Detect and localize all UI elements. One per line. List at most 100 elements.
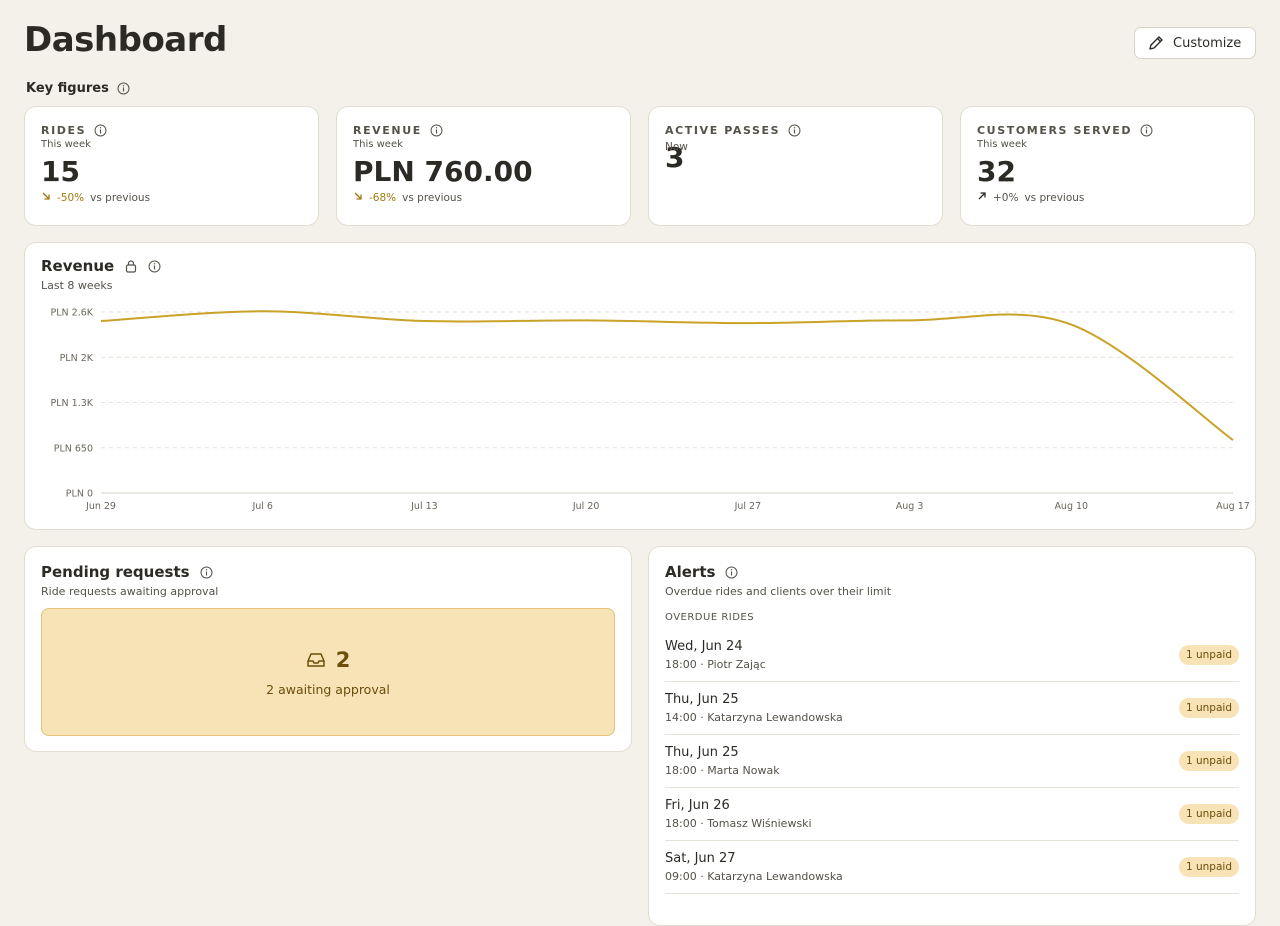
alert-detail: 09:00 · Katarzyna Lewandowska bbox=[665, 870, 843, 883]
card-label: CUSTOMERS SERVED bbox=[977, 123, 1133, 137]
trend-arrow bbox=[977, 191, 987, 204]
alert-badge: 1 unpaid bbox=[1178, 645, 1239, 665]
arrow-down bbox=[354, 192, 362, 200]
x-tick-label: Jul 20 bbox=[572, 501, 600, 512]
card-value: 15 bbox=[41, 155, 80, 188]
alert-info: Thu, Jun 25 14:00 · Katarzyna Lewandowska bbox=[665, 692, 843, 724]
alert-info: Sat, Jun 27 09:00 · Katarzyna Lewandowska bbox=[665, 851, 843, 883]
y-tick-label: PLN 2K bbox=[60, 353, 94, 364]
card-subtitle: Overdue rides and clients over their lim… bbox=[665, 585, 892, 598]
info-icon bbox=[725, 566, 738, 579]
card-change: -50% vs previous bbox=[41, 191, 302, 204]
x-tick-label: Jul 13 bbox=[410, 501, 438, 512]
alert-row: Thu, Jun 25 18:00 · Marta Nowak 1 unpaid bbox=[665, 735, 1239, 788]
change-note: vs previous bbox=[1024, 191, 1085, 204]
x-tick-label: Aug 17 bbox=[1216, 501, 1250, 512]
y-tick-label: PLN 1.3K bbox=[51, 398, 94, 409]
revenue-card: Revenue Last 8 weeks PLN 0 PLN 650 PLN 1.3… bbox=[24, 242, 1256, 530]
pending-count-row: 2 bbox=[306, 647, 351, 672]
key-figure-card: REVENUE This week PLN 760.00 -68% vs previou… bbox=[336, 106, 631, 226]
card-period: This week bbox=[977, 139, 1027, 150]
alert-row: Wed, Jun 24 18:00 · Piotr Zając 1 unpaid bbox=[665, 629, 1239, 682]
card-label: RIDES bbox=[41, 123, 87, 137]
alert-detail: 18:00 · Marta Nowak bbox=[665, 764, 780, 777]
card-change: -68% vs previous bbox=[353, 191, 614, 204]
info-icon bbox=[148, 260, 161, 273]
card-label: ACTIVE PASSES bbox=[665, 123, 781, 137]
alert-row: Fri, Jun 26 18:00 · Tomasz Wiśniewski 1 un… bbox=[665, 788, 1239, 841]
section-label: OVERDUE RIDES bbox=[665, 612, 755, 623]
card-subtitle: Ride requests awaiting approval bbox=[41, 585, 219, 598]
card-title: Revenue bbox=[41, 257, 115, 275]
card-header: Revenue bbox=[41, 257, 161, 275]
customize-button[interactable]: Customize bbox=[1134, 27, 1256, 59]
card-label-row: ACTIVE PASSES bbox=[665, 121, 926, 139]
trend-arrow bbox=[41, 191, 51, 204]
alert-detail: 18:00 · Piotr Zając bbox=[665, 658, 766, 671]
card-label-row: CUSTOMERS SERVED bbox=[977, 121, 1238, 139]
arrow-up bbox=[978, 192, 986, 200]
info-glyph bbox=[788, 124, 801, 136]
change-note: vs previous bbox=[90, 191, 151, 204]
card-title: Alerts bbox=[665, 563, 716, 581]
alert-detail: 14:00 · Katarzyna Lewandowska bbox=[665, 711, 843, 724]
key-figure-card: RIDES This week 15 -50% vs previous bbox=[24, 106, 319, 226]
alert-row: Thu, Jun 25 14:00 · Katarzyna Lewandowska… bbox=[665, 682, 1239, 735]
pencil-icon bbox=[1149, 36, 1163, 50]
change-value: +0% bbox=[993, 191, 1019, 204]
card-subtitle: Last 8 weeks bbox=[41, 279, 113, 292]
info-glyph bbox=[117, 82, 130, 95]
info-glyph bbox=[148, 260, 161, 272]
alert-badge: 1 unpaid bbox=[1178, 698, 1239, 718]
x-tick-label: Jun 29 bbox=[85, 501, 116, 512]
pending-card: Pending requests Ride requests awaiting … bbox=[24, 546, 632, 752]
trend-arrow bbox=[353, 191, 363, 204]
card-header: Alerts bbox=[665, 563, 1239, 581]
alert-row: Sat, Jun 27 09:00 · Katarzyna Lewandowska… bbox=[665, 841, 1239, 894]
page: *{box-sizing:border-box} body{margin:0;w… bbox=[24, 20, 1256, 926]
alert-list: Wed, Jun 24 18:00 · Piotr Zając 1 unpaid Th… bbox=[665, 629, 1239, 894]
card-value: PLN 760.00 bbox=[353, 155, 533, 188]
pending-count: 2 bbox=[335, 647, 351, 672]
pending-box: 2 2 awaiting approval bbox=[41, 608, 615, 736]
key-figure-card: CUSTOMERS SERVED This week 32 +0% vs previou… bbox=[960, 106, 1255, 226]
revenue-line bbox=[100, 310, 1234, 441]
section-title: Key figures bbox=[26, 81, 109, 96]
alert-info: Wed, Jun 24 18:00 · Piotr Zając bbox=[665, 639, 766, 671]
x-tick-label: Aug 10 bbox=[1054, 501, 1088, 512]
chart: PLN 0 PLN 650 PLN 1.3K PLN 2K PLN 2.6K Jun 29… bbox=[51, 308, 1250, 513]
alert-info: Thu, Jun 25 18:00 · Marta Nowak bbox=[665, 745, 780, 777]
info-icon bbox=[430, 124, 443, 137]
card-period: This week bbox=[41, 139, 91, 150]
alert-date: Thu, Jun 25 bbox=[665, 745, 739, 760]
alert-date: Wed, Jun 24 bbox=[665, 639, 743, 654]
card-label-row: REVENUE bbox=[353, 121, 614, 139]
info-icon bbox=[94, 124, 107, 137]
alert-badge: 1 unpaid bbox=[1178, 857, 1239, 877]
x-tick-label: Jul 6 bbox=[251, 501, 273, 512]
x-tick-label: Aug 3 bbox=[896, 501, 924, 512]
section-header: Key figures bbox=[26, 81, 130, 96]
revenue-head: Revenue Last 8 weeks bbox=[41, 257, 161, 292]
body: {"header":{"title":"Dashboard","customiz… bbox=[24, 20, 1256, 926]
lock-icon bbox=[126, 260, 137, 273]
info-icon bbox=[117, 82, 130, 95]
card-period bbox=[665, 153, 926, 167]
card-change: +0% vs previous bbox=[977, 191, 1238, 204]
y-tick-label: PLN 2.6K bbox=[51, 308, 94, 319]
alert-badge: 1 unpaid bbox=[1178, 751, 1239, 771]
card-title: Pending requests bbox=[41, 563, 190, 581]
card-label-row: RIDES bbox=[41, 121, 302, 139]
arrow-down bbox=[42, 192, 50, 200]
card-label: REVENUE bbox=[353, 123, 422, 137]
alert-date: Fri, Jun 26 bbox=[665, 798, 730, 813]
x-tick-label: Jul 27 bbox=[734, 501, 762, 512]
key-figure-card: ACTIVE PASSES 3 Now bbox=[648, 106, 943, 226]
inbox-icon bbox=[306, 652, 325, 667]
card-value: 32 bbox=[977, 155, 1016, 188]
info-glyph bbox=[725, 566, 738, 578]
info-glyph bbox=[430, 124, 443, 136]
customize-label: Customize bbox=[1173, 35, 1242, 51]
y-tick-label: PLN 650 bbox=[54, 443, 93, 454]
alert-date: Thu, Jun 25 bbox=[665, 692, 739, 707]
